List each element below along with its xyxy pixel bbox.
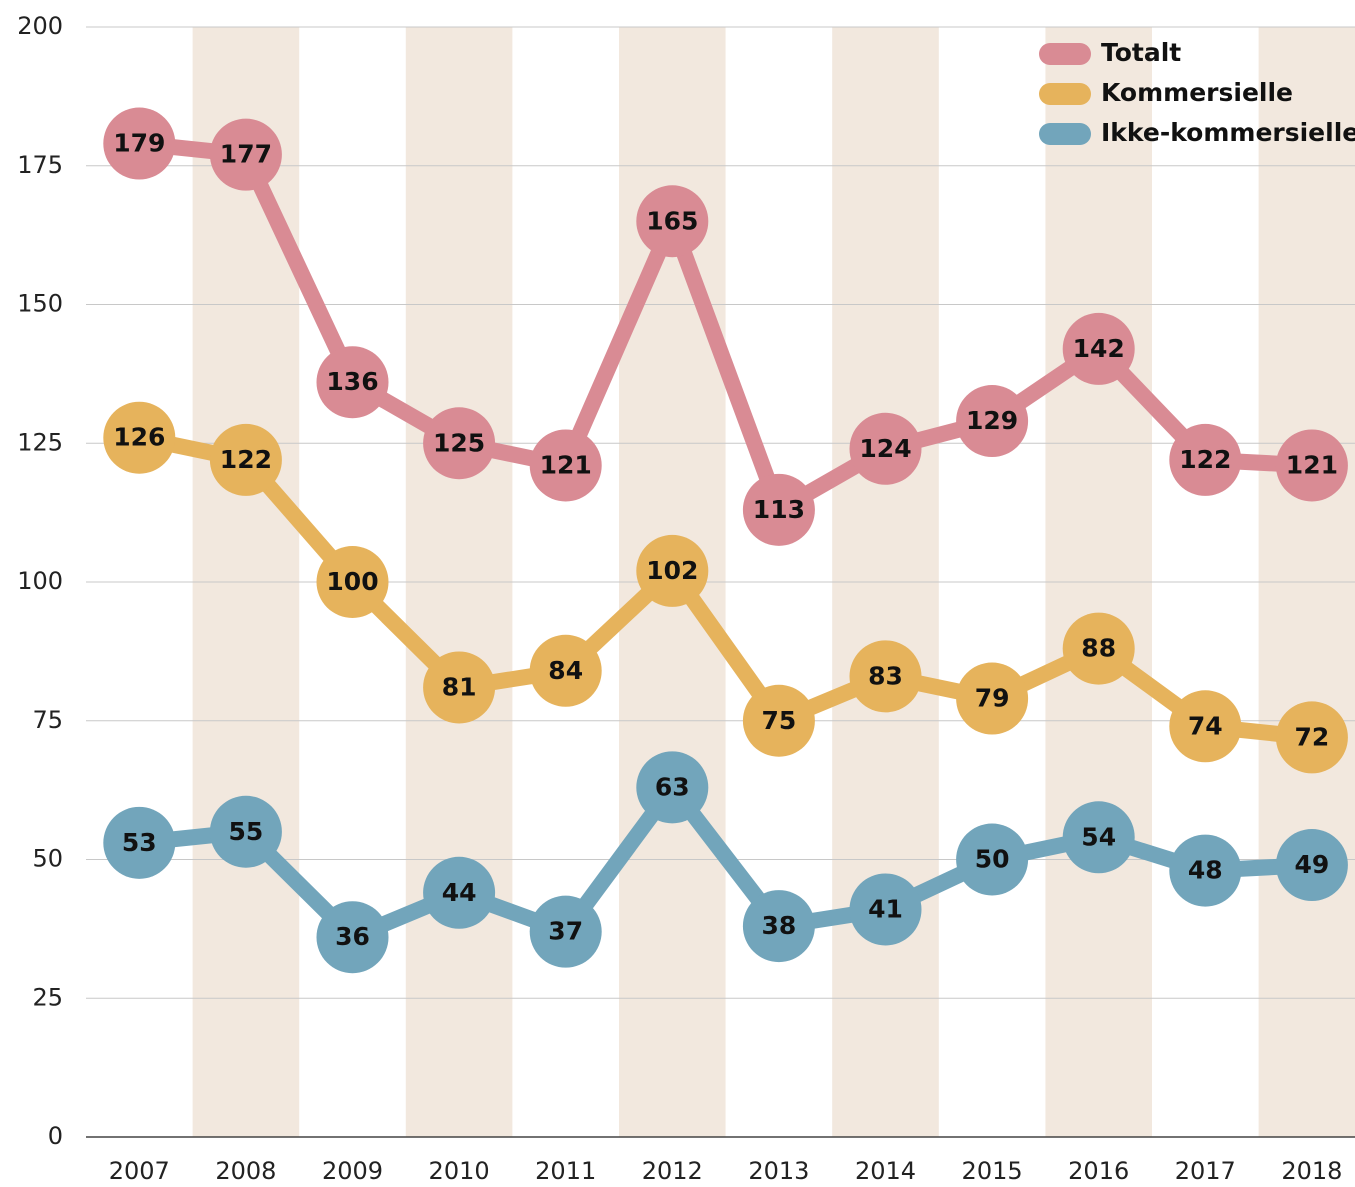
point [636, 751, 709, 824]
y-tick-label: 25 [32, 983, 63, 1011]
y-tick-label: 100 [17, 567, 63, 595]
y-tick-label: 50 [32, 845, 63, 873]
point [1169, 834, 1242, 907]
point [1062, 801, 1135, 874]
data-label: 74 [1188, 711, 1223, 740]
point [849, 640, 922, 713]
point [423, 856, 496, 929]
point [209, 118, 282, 191]
y-tick-label: 0 [48, 1122, 63, 1150]
data-label: 54 [1081, 822, 1116, 851]
data-label: 121 [540, 450, 592, 479]
x-tick-label: 2008 [215, 1157, 276, 1185]
x-tick-label: 2007 [109, 1157, 170, 1185]
data-label: 142 [1073, 334, 1125, 363]
data-label: 113 [753, 495, 805, 524]
legend-label: Totalt [1101, 38, 1181, 67]
data-label: 100 [326, 567, 378, 596]
y-tick-label: 175 [17, 151, 63, 179]
point [849, 873, 922, 946]
point [956, 823, 1029, 896]
point [103, 107, 176, 180]
x-tick-label: 2012 [642, 1157, 703, 1185]
data-label: 88 [1081, 634, 1116, 663]
point [742, 684, 815, 757]
x-tick-label: 2015 [962, 1157, 1023, 1185]
point [423, 651, 496, 724]
y-tick-label: 200 [17, 12, 63, 40]
data-label: 122 [220, 445, 272, 474]
data-label: 126 [113, 423, 165, 452]
point [316, 346, 389, 419]
point [956, 662, 1029, 735]
data-label: 75 [762, 706, 797, 735]
data-label: 125 [433, 428, 485, 457]
point [1062, 312, 1135, 385]
y-tick-label: 150 [17, 290, 63, 318]
data-label: 122 [1179, 445, 1231, 474]
data-label: 129 [966, 406, 1018, 435]
point [636, 534, 709, 607]
point [529, 895, 602, 968]
data-label: 63 [655, 772, 690, 801]
legend-label: Kommersielle [1101, 78, 1293, 107]
y-tick-label: 75 [32, 706, 63, 734]
point [209, 423, 282, 496]
data-label: 179 [113, 129, 165, 158]
data-label: 53 [122, 828, 157, 857]
data-label: 55 [229, 817, 264, 846]
point [1275, 429, 1348, 502]
data-label: 121 [1286, 450, 1338, 479]
point [1062, 612, 1135, 685]
point [529, 429, 602, 502]
data-label: 165 [646, 206, 698, 235]
point [1169, 423, 1242, 496]
point [209, 795, 282, 868]
point [849, 412, 922, 485]
data-label: 124 [859, 434, 911, 463]
data-label: 44 [442, 878, 477, 907]
x-tick-label: 2014 [855, 1157, 916, 1185]
x-tick-label: 2010 [429, 1157, 490, 1185]
point [316, 546, 389, 618]
data-label: 37 [548, 917, 583, 946]
x-tick-label: 2013 [748, 1157, 809, 1185]
point [1275, 829, 1348, 902]
point [529, 634, 602, 707]
data-label: 177 [220, 140, 272, 169]
y-tick-label: 125 [17, 428, 63, 456]
point [1169, 690, 1242, 763]
data-label: 49 [1295, 850, 1330, 879]
data-label: 38 [762, 911, 797, 940]
data-label: 81 [442, 672, 477, 701]
point [636, 185, 709, 258]
x-tick-label: 2009 [322, 1157, 383, 1185]
data-label: 41 [868, 894, 903, 923]
data-label: 72 [1295, 722, 1330, 751]
legend-label: Ikke-kommersielle [1101, 118, 1355, 147]
x-tick-label: 2017 [1175, 1157, 1236, 1185]
point [742, 473, 815, 546]
point [1275, 701, 1348, 774]
point [103, 401, 176, 474]
data-label: 50 [975, 845, 1010, 874]
point [316, 901, 389, 974]
point [103, 806, 176, 879]
data-label: 136 [326, 367, 378, 396]
data-label: 84 [548, 656, 583, 685]
point [956, 385, 1029, 458]
data-label: 83 [868, 661, 903, 690]
point [423, 407, 496, 480]
data-label: 79 [975, 684, 1010, 713]
x-tick-label: 2011 [535, 1157, 596, 1185]
x-tick-label: 2016 [1068, 1157, 1129, 1185]
data-label: 102 [646, 556, 698, 585]
data-label: 36 [335, 922, 370, 951]
x-tick-label: 2018 [1281, 1157, 1342, 1185]
point [742, 890, 815, 963]
data-label: 48 [1188, 856, 1223, 885]
